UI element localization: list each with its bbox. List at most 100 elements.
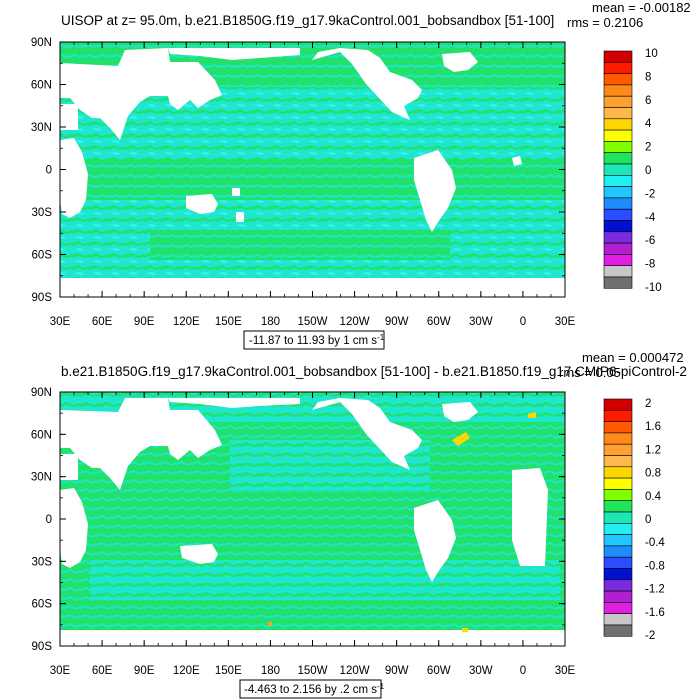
colorbar-label: -0.4 [645,537,665,549]
y-tick-label: 90S [32,292,53,304]
colorbar-label: -6 [645,235,655,247]
colorbar-swatch [603,579,633,592]
x-tick-label: 180 [261,665,280,677]
asia-north [168,398,300,408]
colorbar-label: 6 [645,95,651,107]
greenland [442,52,478,72]
colorbar-swatch [603,398,633,411]
panel-2-rms: rms = 0.05 [559,365,621,380]
panel-1-colorbar: 10 8 6 4 2 0 -2 -4 -6 -8 -10 [603,48,662,294]
colorbar-swatch [603,590,633,603]
x-tick-label: 30E [50,316,71,328]
colorbar-swatch [603,50,633,63]
y-tick-label: 30N [31,122,52,134]
colorbar-swatch [603,265,633,278]
colorbar-swatch [603,522,633,535]
colorbar-swatch [603,84,633,97]
y-tick-label: 30N [31,472,52,484]
colorbar-swatch [603,208,633,221]
x-tick-label: 150E [215,665,242,677]
asia-north [168,48,300,60]
land [60,48,565,297]
africa [60,488,88,568]
x-tick-label: 30W [469,316,493,328]
africa [60,138,88,218]
colorbar-swatch [603,489,633,501]
south-america [414,150,456,232]
panel-2-x-axis: 30E 60E 90E 120E 150E 180 150W 120W 90W 60W 30W 0 30… [50,392,576,677]
x-tick-label: 60E [92,665,113,677]
colorbar-label: 4 [645,118,652,130]
y-tick-label: 60N [31,80,52,92]
colorbar-label: 0 [645,165,651,177]
panel-2-range-label: -4.463 to 2.156 by .2 cm s-1 [244,682,385,696]
y-tick-label: 60S [32,250,53,262]
y-tick-label: 30S [32,207,53,219]
colorbar-swatch [603,152,633,165]
x-tick-label: 150W [297,316,327,328]
colorbar-label: -8 [645,259,655,271]
x-tick-label: 90W [385,665,409,677]
colorbar-swatch [603,141,633,153]
eurasia [60,398,222,490]
colorbar-swatch [603,511,633,524]
colorbar-swatch [603,231,633,244]
x-tick-label: 120E [173,665,200,677]
north-america [312,48,422,120]
colorbar-label: 1.6 [645,421,661,433]
panel-2: b.e21.B1850G.f19_g17.9kaControl.001_bobs… [31,350,687,699]
y-tick-label: 90S [32,641,53,653]
colorbar-label: -2 [645,630,655,642]
y-tick-label: 0 [46,514,52,526]
colorbar-swatch [603,197,633,210]
colorbar-label: 0 [645,514,651,526]
colorbar-label: -1.6 [645,607,665,619]
colorbar-label: -0.8 [645,560,665,572]
ocean-band [90,560,560,600]
x-tick-label: 90E [134,665,155,677]
panel-1-rms: rms = 0.2106 [567,15,643,30]
ocean-band [150,230,450,260]
x-tick-label: 120W [340,316,370,328]
colorbar-label: 0.4 [645,491,662,503]
colorbar-swatch [603,421,633,434]
y-tick-label: 0 [46,165,52,177]
x-tick-label: 60E [92,316,113,328]
anomaly-spot [462,628,468,632]
anomaly-spots [268,412,536,632]
panel-1-map [59,41,566,298]
new-zealand [236,212,244,222]
colorbar-swatch [603,254,633,266]
panel-1-range-box [243,330,385,350]
anomaly-spot [452,432,470,446]
x-tick-label: 30W [469,665,493,677]
x-tick-label: 180 [261,316,280,328]
colorbar-label: -10 [645,282,662,294]
indonesia [232,188,240,196]
panel-2-y-axis: 90N 60N 30N 0 30S 60S 90S [31,387,565,653]
gulf [512,468,548,566]
colorbar-swatch [603,242,633,255]
colorbar-swatch [603,500,633,513]
colorbar-swatch [603,534,633,547]
y-tick-label: 90N [31,387,52,399]
ocean-band [60,160,565,200]
colorbar-label: -1.2 [645,584,665,596]
gulf [512,156,522,166]
europe [60,454,78,480]
y-tick-label: 90N [31,37,52,49]
colorbar-swatch [603,613,633,626]
australia [186,194,218,214]
colorbar-swatch [603,220,633,233]
colorbar-label: 2 [645,142,651,154]
panel-1-y-axis: 90N 60N 30N 0 30S 60S 90S [31,37,565,304]
y-tick-label: 60N [31,429,52,441]
x-tick-label: 30E [555,665,576,677]
colorbar-label: 8 [645,71,651,83]
colorbar-swatch [603,107,633,120]
colorbar-swatch [603,118,633,131]
north-america [312,398,422,470]
panel-1-x-axis: 30E 60E 90E 120E 150E 180 150W 120W 90W 60W 30W 0 30… [50,42,576,328]
panel-2-colorbar: 2 1.6 1.2 0.8 0.4 0 -0.4 -0.8 -1.2 -1.6 -2 [603,398,665,642]
